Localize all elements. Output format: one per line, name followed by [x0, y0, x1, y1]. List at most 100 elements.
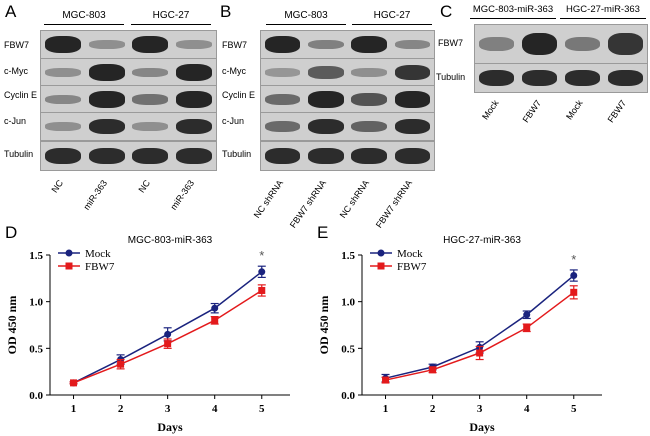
- panel-a-band-cjun-lane-2: [88, 118, 125, 135]
- panel-label-e: E: [317, 223, 329, 242]
- panel-d-y-tick-label-0: 0.0: [29, 390, 43, 402]
- panel-c-group-label-2: HGC-27-miR-363: [566, 4, 640, 15]
- panel-a-band-cjun-lane-1: [44, 122, 81, 131]
- panel-a-lane-label-2: miR-363: [81, 178, 110, 212]
- panel-a-lane-label-3: NC: [136, 178, 153, 195]
- panel-d-x-axis-label: Days: [157, 420, 183, 434]
- panel-b-band-cjun-lane-4: [394, 118, 431, 135]
- panel-e-y-axis-label: OD 450 nm: [317, 296, 331, 355]
- panel-b-band-cmyc-lane-4: [394, 64, 431, 81]
- panel-a-row-label-fbw7: FBW7: [4, 40, 30, 50]
- panel-c-blot-fbw7: [474, 24, 648, 64]
- panel-d-legend-label-fbw7: FBW7: [85, 261, 115, 273]
- panel-b-band-fbw7-lane-4: [394, 39, 431, 50]
- panel-a-band-cyclin-e-lane-3: [132, 94, 169, 105]
- panel-b-lane-label-3: NC shRNA: [337, 178, 372, 220]
- panel-d-legend-marker-mock: [65, 249, 73, 257]
- panel-b-lane-label-1: NC shRNA: [251, 178, 286, 220]
- panel-a-band-tubulin-lane-4: [176, 147, 213, 165]
- panel-d-point-mock-4: [258, 268, 266, 276]
- panel-d-point-fbw7-1: [117, 360, 125, 368]
- panel-b-band-tubulin-lane-2: [308, 147, 344, 165]
- panel-b-band-fbw7-lane-3: [351, 36, 387, 53]
- panel-b-row-label-cmyc: c-Myc: [222, 66, 246, 76]
- panel-e-y-tick-label-1: 0.5: [341, 343, 355, 355]
- panel-a-row-label-cjun: c-Jun: [4, 116, 27, 126]
- panel-a-band-cmyc-lane-4: [176, 64, 213, 81]
- panel-b-band-cyclin-e-lane-4: [394, 91, 431, 108]
- panel-b-row-label-fbw7: FBW7: [222, 40, 248, 50]
- panel-a-row-label-cmyc: c-Myc: [4, 66, 28, 76]
- panel-c-band-tubulin-lane-4: [607, 69, 644, 87]
- panel-e-legend-label-fbw7: FBW7: [397, 261, 427, 273]
- panel-a-band-cyclin-e-lane-2: [88, 91, 125, 108]
- panel-c-group-label-1: MGC-803-miR-363: [472, 4, 554, 15]
- panel-a-blot-fbw7: [40, 30, 217, 59]
- panel-a-band-cyclin-e-lane-4: [176, 91, 213, 108]
- panel-a-band-cyclin-e-lane-1: [44, 94, 81, 105]
- panel-e-significance-star-0: *: [571, 252, 576, 267]
- panel-d-legend-label-mock: Mock: [85, 248, 111, 260]
- panel-c-lane-label-1: Mock: [480, 98, 502, 122]
- panel-d-x-tick-label-3: 4: [212, 403, 218, 415]
- panel-b-blot-cyclin-e: [260, 85, 435, 114]
- panel-d-x-tick-label-0: 1: [71, 403, 77, 415]
- panel-label-b: B: [220, 2, 232, 21]
- panel-c-lane-label-3: Mock: [564, 98, 586, 122]
- panel-d-y-tick-label-1: 0.5: [29, 343, 43, 355]
- panel-d-point-fbw7-3: [211, 316, 219, 324]
- panel-e-point-fbw7-0: [382, 376, 390, 384]
- panel-a-band-fbw7-lane-4: [176, 40, 213, 49]
- panel-b-row-label-cjun: c-Jun: [222, 116, 245, 126]
- panel-e-x-tick-label-3: 4: [524, 403, 530, 415]
- panel-e-point-fbw7-3: [523, 324, 531, 332]
- panel-d-y-tick-label-2: 1.0: [29, 297, 43, 309]
- panel-b-band-tubulin-lane-4: [394, 147, 431, 165]
- panel-b-blot-cjun: [260, 112, 435, 141]
- panel-b-lane-label-4: FBW7 shRNA: [373, 178, 415, 230]
- panel-b-group-label-2: HGC-27: [373, 10, 411, 21]
- panel-e-point-mock-4: [570, 272, 578, 280]
- panel-d-growth-chart: 0.0 0.5 1.0 1.5 1 2 3 4 5 Days OD 450 nm MGC-803-mi…: [5, 235, 290, 434]
- panel-c-band-tubulin-lane-1: [478, 69, 515, 87]
- panel-label-a: A: [5, 2, 17, 21]
- panel-d-y-tick-label-3: 1.5: [29, 250, 43, 262]
- panel-b-band-cmyc-lane-3: [351, 68, 387, 77]
- panel-c-band-tubulin-lane-3: [564, 69, 601, 87]
- panel-e-x-tick-label-4: 5: [571, 403, 577, 415]
- panel-e-y-tick-label-3: 1.5: [341, 250, 355, 262]
- panel-a-row-label-tubulin: Tubulin: [4, 149, 34, 159]
- panel-d-point-mock-2: [164, 330, 172, 338]
- panel-c-blot-tubulin: [474, 63, 648, 93]
- panel-e-x-tick-label-1: 2: [430, 403, 436, 415]
- panel-e-y-tick-label-0: 0.0: [341, 390, 355, 402]
- panel-b-band-cjun-lane-1: [264, 120, 301, 133]
- panel-a-group-label-1: MGC-803: [62, 10, 106, 21]
- panel-d-point-mock-3: [211, 304, 219, 312]
- panel-b-band-cmyc-lane-1: [264, 68, 301, 77]
- panel-a-band-fbw7-lane-1: [44, 36, 81, 53]
- panel-b-row-label-tubulin: Tubulin: [222, 149, 252, 159]
- panel-a-band-cjun-lane-4: [176, 118, 213, 135]
- panel-a-blot-tubulin: [40, 141, 217, 171]
- panel-label-c: C: [440, 2, 453, 21]
- panel-b-group-line-1: [266, 24, 346, 25]
- panel-b-band-cyclin-e-lane-2: [308, 91, 344, 108]
- panel-b-group-label-1: MGC-803: [284, 10, 328, 21]
- panel-e-point-fbw7-1: [429, 366, 437, 374]
- panel-c-band-fbw7-lane-4: [607, 33, 644, 55]
- panel-d-point-fbw7-0: [70, 379, 78, 387]
- panel-a-band-tubulin-lane-3: [132, 147, 169, 165]
- panel-b-band-fbw7-lane-2: [308, 39, 344, 50]
- panel-c-row-label-fbw7: FBW7: [438, 38, 464, 48]
- panel-a-group-line-2: [131, 24, 211, 25]
- panel-d-y-axis-label: OD 450 nm: [5, 296, 19, 355]
- panel-a-lane-label-4: miR-363: [168, 178, 197, 212]
- panel-a-band-fbw7-lane-2: [88, 40, 125, 49]
- panel-b-row-label-cyclin-e: Cyclin E: [222, 90, 256, 100]
- panel-c-row-label-tubulin: Tubulin: [436, 72, 466, 82]
- panel-d-legend-marker-fbw7: [65, 262, 73, 270]
- panel-b-blot-tubulin: [260, 141, 435, 171]
- panel-e-x-tick-label-0: 1: [383, 403, 389, 415]
- panel-b-band-cyclin-e-lane-1: [264, 93, 301, 106]
